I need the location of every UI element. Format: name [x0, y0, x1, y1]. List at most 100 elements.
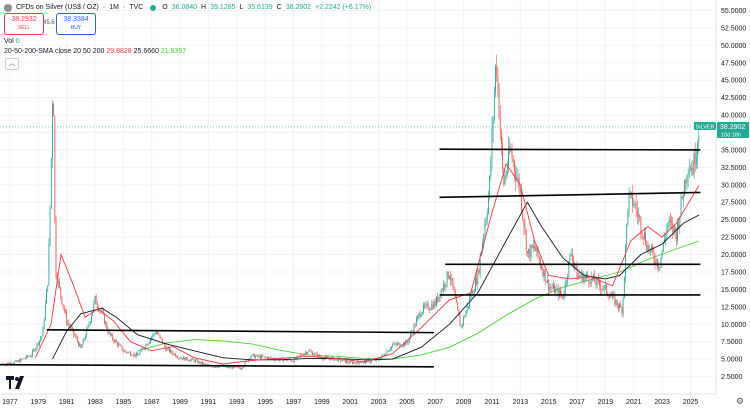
candle-body — [306, 352, 307, 354]
candle-body — [622, 297, 624, 314]
candle-body — [54, 116, 56, 220]
candle-body — [145, 344, 147, 349]
candle-body — [163, 343, 164, 345]
candle-body — [231, 366, 233, 369]
candle-body — [672, 222, 674, 233]
candle-body — [265, 357, 267, 359]
price-badge-value: 38.2902 — [720, 124, 745, 131]
candle-body — [226, 366, 228, 368]
volume-value: 0 — [15, 38, 20, 45]
price-axis-bg — [716, 0, 750, 409]
candle-body — [347, 360, 349, 363]
candle-body — [457, 302, 459, 310]
candle-body — [198, 361, 200, 363]
candle-body — [204, 363, 206, 365]
candle-body — [85, 336, 86, 339]
candle-body — [95, 296, 97, 305]
symbol-icon — [4, 4, 12, 12]
gear-icon[interactable]: ⚙ — [735, 396, 744, 406]
candle-body — [372, 360, 374, 361]
candle-body — [693, 152, 695, 175]
candle-body — [655, 259, 657, 264]
candle-body — [307, 351, 309, 354]
candle-body — [252, 354, 254, 355]
candle-body — [218, 366, 220, 368]
candle-body — [139, 351, 141, 355]
candle-body — [224, 366, 226, 368]
symbol-name[interactable]: CFDs on Silver (US$ / OZ) — [16, 4, 99, 11]
candle-body — [178, 357, 180, 359]
sell-button[interactable]: 38.2932 SELL — [4, 13, 44, 35]
candle-body — [423, 305, 424, 313]
candle-body — [144, 348, 146, 349]
candle-body — [643, 232, 645, 239]
candle-body — [41, 336, 43, 339]
tradingview-logo-icon[interactable] — [6, 376, 28, 392]
interval-label[interactable]: 1M — [109, 4, 119, 11]
candle-body — [450, 276, 452, 281]
candle-body — [232, 366, 234, 369]
candle-body — [601, 289, 603, 290]
candle-body — [298, 355, 300, 357]
candle-body — [549, 286, 551, 291]
candle-body — [146, 344, 148, 346]
candle-body — [430, 309, 431, 310]
candle-body — [467, 305, 469, 307]
candle-body — [70, 327, 72, 329]
candle-body — [497, 75, 499, 86]
candle-body — [556, 288, 558, 290]
candle-body — [24, 358, 26, 359]
candle-body — [359, 362, 361, 364]
candle-body — [172, 352, 174, 355]
candle-body — [588, 278, 590, 284]
candle-body — [75, 336, 77, 338]
time-tick-label: 2003 — [371, 399, 387, 406]
candle-body — [309, 350, 311, 352]
candle-body — [527, 251, 528, 254]
candle-body — [426, 303, 428, 305]
price-tick-label: 2.5000 — [721, 374, 743, 381]
candle-body — [528, 248, 530, 254]
candle-body — [87, 325, 89, 329]
candle-body — [397, 343, 398, 345]
volume-label: Vol — [4, 38, 14, 45]
candle-body — [632, 192, 633, 206]
candle-body — [573, 260, 574, 263]
candle-body — [185, 357, 187, 361]
candle-body — [563, 293, 565, 299]
volume-legend[interactable]: Vol 0 — [4, 37, 20, 47]
candle-body — [545, 281, 547, 283]
candle-body — [473, 290, 475, 294]
candle-body — [161, 338, 163, 344]
candle-body — [79, 343, 81, 347]
candle-body — [297, 355, 299, 357]
candle-body — [283, 359, 285, 362]
candle-body — [602, 289, 604, 290]
chevron-up-icon[interactable]: ︿ — [5, 58, 19, 70]
sma-legend[interactable]: 20-50-200-SMA close 20 50 200 29.8828 25… — [4, 47, 186, 57]
candle-body — [176, 356, 177, 358]
candle-body — [65, 310, 66, 313]
buy-button[interactable]: 38.3384 BUY — [56, 13, 96, 35]
candle-body — [621, 307, 623, 314]
candle-body — [536, 247, 538, 252]
price-tick-label: 35.0000 — [721, 147, 746, 154]
candle-body — [490, 161, 492, 177]
candle-body — [43, 320, 45, 328]
candle-body — [483, 235, 485, 243]
candle-body — [463, 317, 465, 325]
candle-body — [290, 360, 292, 362]
candle-body — [410, 333, 411, 338]
candle-body — [196, 359, 198, 361]
close-label: C — [276, 4, 282, 11]
candle-body — [294, 358, 296, 363]
candle-body — [102, 310, 104, 314]
candle-body — [342, 359, 344, 361]
candle-body — [10, 362, 12, 365]
candle-body — [258, 355, 260, 357]
candle-body — [470, 297, 472, 299]
candle-body — [74, 334, 76, 337]
candle-body — [690, 169, 691, 171]
